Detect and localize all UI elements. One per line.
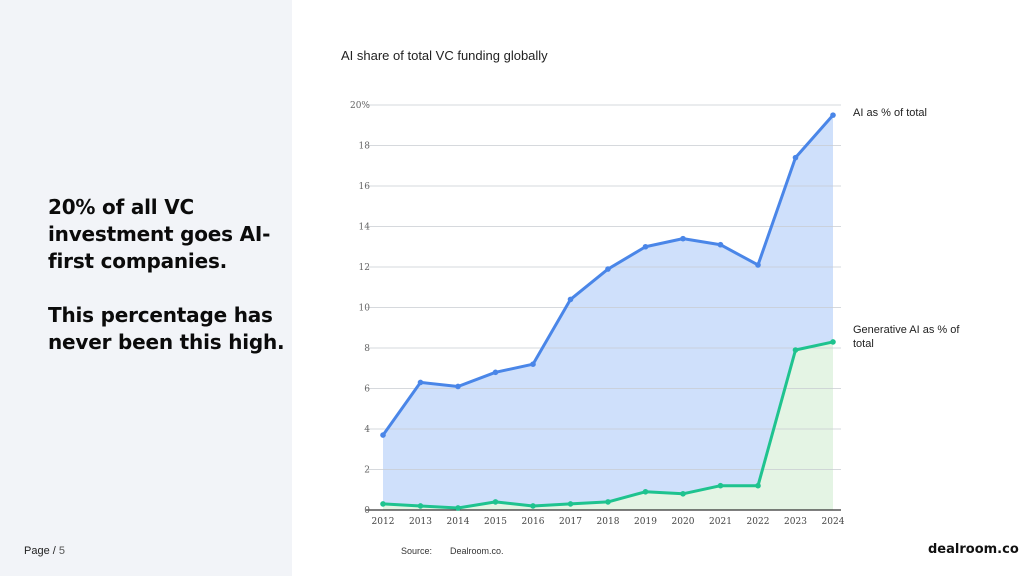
x-tick-label: 2018 <box>597 517 620 527</box>
data-point <box>830 112 836 118</box>
data-point <box>455 383 461 390</box>
x-tick-label: 2020 <box>672 517 695 527</box>
data-point <box>717 482 724 489</box>
data-point <box>492 499 499 505</box>
y-tick-label: 0 <box>364 506 370 516</box>
left-panel: 20% of all VC investment goes AI-first c… <box>0 0 292 576</box>
x-tick-label: 2021 <box>709 517 732 527</box>
x-tick-label: 2019 <box>634 517 657 527</box>
data-point <box>642 243 649 250</box>
y-tick-label: 2 <box>364 466 370 476</box>
y-tick-label: 8 <box>364 344 370 354</box>
data-point <box>680 491 686 497</box>
y-tick-label: 14 <box>359 223 371 233</box>
source-value: Dealroom.co. <box>450 546 504 556</box>
page-number: 5 <box>58 545 65 557</box>
data-point <box>755 482 761 489</box>
x-tick-label: 2022 <box>747 517 770 527</box>
data-point <box>567 296 574 303</box>
y-tick-label: 10 <box>359 304 371 314</box>
chart-title: AI share of total VC funding globally <box>341 48 548 63</box>
data-point <box>417 379 424 386</box>
series-area-0 <box>383 115 833 510</box>
data-point <box>380 432 386 438</box>
data-point <box>680 235 686 242</box>
x-tick-label: 2012 <box>372 517 395 527</box>
headline-line-2: This percentage has never been this high… <box>48 303 285 354</box>
data-point <box>755 262 761 268</box>
series-label-generative-ai: Generative AI as % of total <box>853 324 960 350</box>
data-point <box>642 488 649 495</box>
x-tick-label: 2017 <box>559 517 582 527</box>
data-point <box>455 505 461 511</box>
y-tick-label: 6 <box>364 385 370 395</box>
y-tick-label: 16 <box>359 182 371 192</box>
source-note: Source: Dealroom.co. <box>401 546 504 556</box>
data-point <box>792 154 799 161</box>
x-tick-label: 2013 <box>409 517 432 527</box>
data-point <box>830 339 836 345</box>
y-tick-label: 12 <box>359 263 370 273</box>
x-tick-label: 2024 <box>822 517 845 527</box>
data-point <box>492 369 499 376</box>
data-point <box>605 266 611 272</box>
page-prefix: Page / <box>24 545 59 557</box>
data-point <box>530 503 536 509</box>
source-label: Source: <box>401 546 433 556</box>
data-point <box>792 347 799 353</box>
series-area-1 <box>383 341 833 510</box>
page-indicator: Page / 5 <box>24 545 65 557</box>
y-tick-label: 18 <box>359 142 371 152</box>
y-tick-label: 4 <box>364 425 370 435</box>
x-tick-label: 2015 <box>484 517 507 527</box>
data-point <box>717 241 724 248</box>
data-point <box>417 503 424 509</box>
headline-line-1: 20% of all VC investment goes AI-first c… <box>48 195 271 273</box>
data-point <box>605 499 611 505</box>
series-label-ai: AI as % of total <box>853 107 927 119</box>
x-tick-label: 2016 <box>522 517 545 527</box>
headline: 20% of all VC investment goes AI-first c… <box>48 194 288 356</box>
data-point <box>567 501 574 507</box>
x-tick-label: 2023 <box>784 517 807 527</box>
data-point <box>380 501 386 507</box>
brand-logo: dealroom.co <box>928 542 1019 557</box>
data-point <box>530 361 536 368</box>
y-tick-label: 20% <box>350 101 370 111</box>
x-tick-label: 2014 <box>447 517 470 527</box>
